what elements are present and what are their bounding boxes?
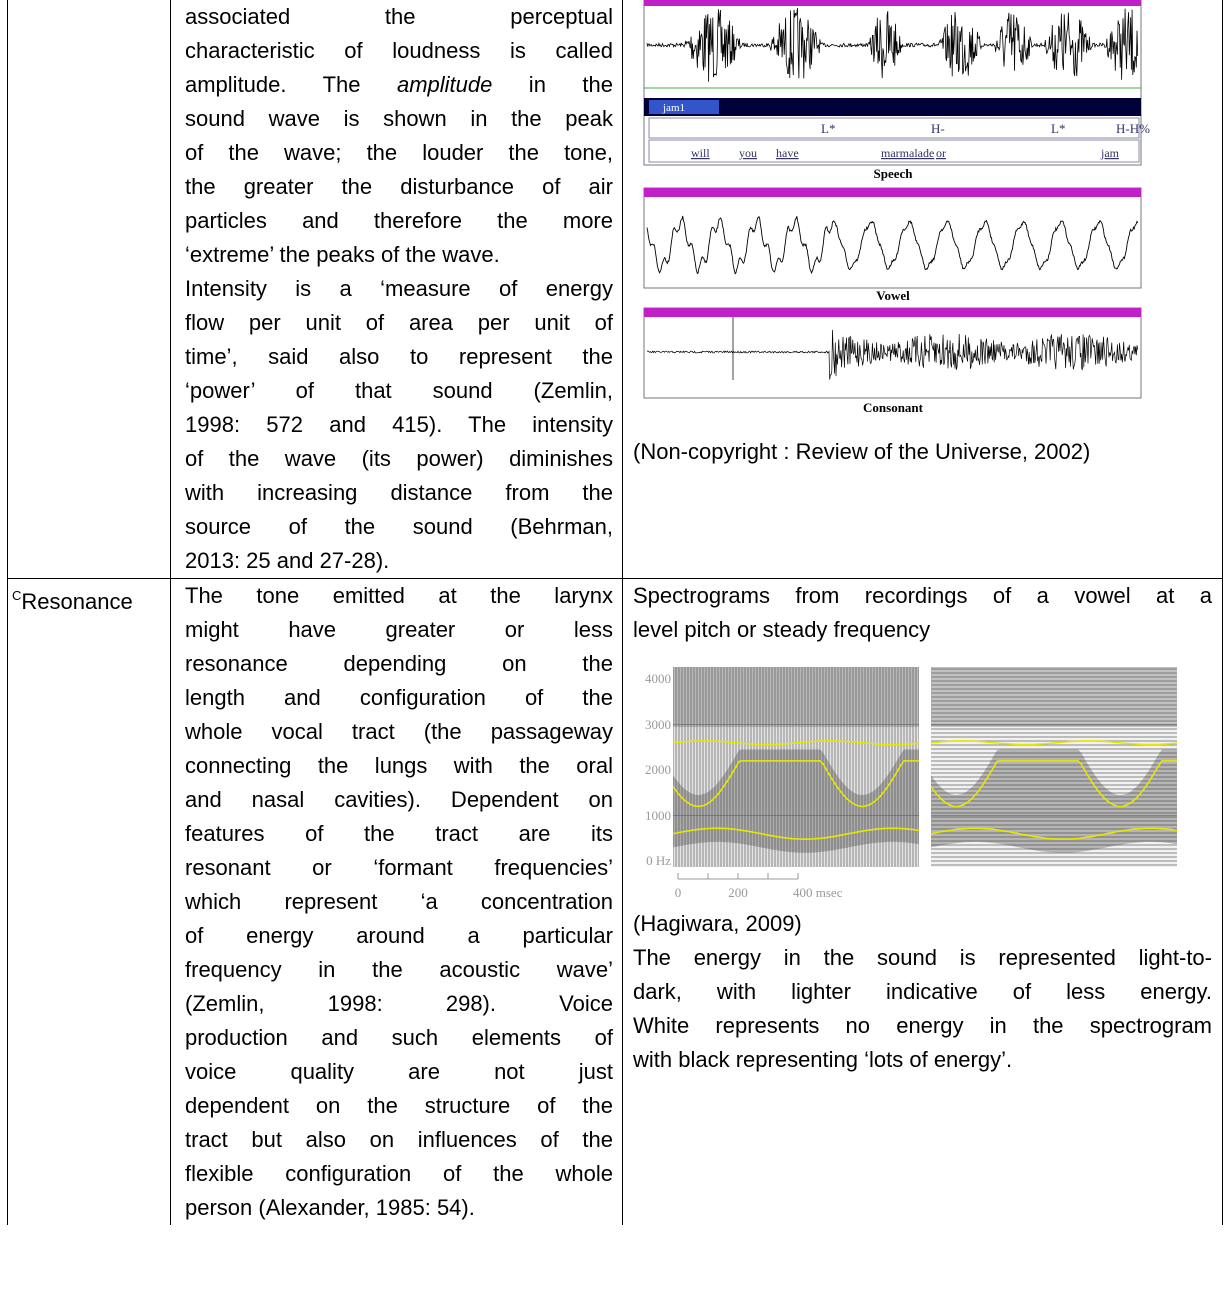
panel-title: Consonant [863,400,924,415]
text-line: Spectrograms from recordings of a vowel … [633,579,1212,613]
tone-label: L* [1051,121,1065,136]
text-line: dark, with lighter indicative of less en… [633,975,1212,1009]
text-line: voice quality are not just [185,1055,613,1089]
page: associated the perceptualcharacteristic … [0,0,1225,1295]
text-line: resonance depending on the [185,647,613,681]
text-line: features of the tract are its [185,817,613,851]
tier-name: jam1 [662,102,685,114]
text-line: 2013: 25 and 27-28). [185,544,613,578]
text-line: of the wave (its power) diminishes [185,442,613,476]
text-line: 1998: 572 and 415). The intensity [185,408,613,442]
term-superscript: C [12,588,21,603]
text-line: the greater the disturbance of air [185,170,613,204]
figure-source: (Hagiwara, 2009) [633,907,1212,941]
text-line: characteristic of loudness is called [185,34,613,68]
text-line: associated the perceptual [185,0,613,34]
text-line: whole vocal tract (the passageway [185,715,613,749]
y-label: 2000 [645,762,671,777]
x-label: 0 [675,885,682,900]
text-line: might have greater or less [185,613,613,647]
x-label: 200 [728,885,748,900]
emphasis: amplitude [397,72,492,97]
panel-bar [644,188,1141,197]
text-line: with increasing distance from the [185,476,613,510]
text-line: with black representing ‘lots of energy’… [633,1043,1212,1077]
illustration-cell: Spectrograms from recordings of a vowel … [623,578,1223,1225]
y-label: 1000 [645,808,671,823]
text-run: amplitude. The [185,72,397,97]
text-line: White represents no energy in the spectr… [633,1009,1212,1043]
x-label: 400 msec [793,885,843,900]
text-line: resonant or ‘formant frequencies’ [185,851,613,885]
panel [644,188,1141,288]
text-line: The tone emitted at the larynx [185,579,613,613]
text-line: flow per unit of area per unit of [185,306,613,340]
text-line: source of the sound (Behrman, [185,510,613,544]
text-line: of the wave; the louder the tone, [185,136,613,170]
word-label: have [776,146,799,160]
word-label: jam [1100,146,1120,160]
y-label: 4000 [645,671,671,686]
text-line: ‘power’ of that sound (Zemlin, [185,374,613,408]
text-line: flexible configuration of the whole [185,1157,613,1191]
panel-bar [644,308,1141,317]
tone-label: H- [931,121,945,136]
intro: Spectrograms from recordings of a vowel … [633,579,1212,647]
tone-label: H-H% [1116,121,1150,136]
text-line: particles and therefore the more [185,204,613,238]
shade [931,667,1177,727]
tone-row [649,118,1139,138]
text-line: The energy in the sound is represented l… [633,941,1212,975]
text-line: person (Alexander, 1985: 54). [185,1191,613,1225]
panel-title: Speech [874,166,914,181]
text-line: production and such elements of [185,1021,613,1055]
y-label: 3000 [645,717,671,732]
text-run: in the [492,72,613,97]
text-line: frequency in the acoustic wave’ [185,953,613,987]
text-line: and nasal cavities). Dependent on [185,783,613,817]
text-line: ‘extreme’ the peaks of the wave. [185,238,613,272]
word-label: or [936,146,946,160]
panel-bar [644,0,1141,6]
note: The energy in the sound is represented l… [633,941,1212,1077]
text-line: dependent on the structure of the [185,1089,613,1123]
text-line: level pitch or steady frequency [633,613,1212,647]
text-line: length and configuration of the [185,681,613,715]
word-label: will [691,146,710,160]
text-line: of energy around a particular [185,919,613,953]
term-cell: CResonance [8,578,171,1225]
text-line: which represent ‘a concentration [185,885,613,919]
text-line: (Zemlin, 1998: 298). Voice [185,987,613,1021]
text-line: amplitude. The amplitude in the [185,68,613,102]
spectrogram-figure: 4000 3000 2000 1000 0 Hz 0 200 400 msec [633,667,1213,907]
text-line: Intensity is a ‘measure of energy [185,272,613,306]
word-label: you [739,146,757,160]
tone-label: L* [821,121,835,136]
text-line: tract but also on influences of the [185,1123,613,1157]
y-label: 0 Hz [646,853,671,868]
shade [673,667,919,727]
term: Resonance [21,589,132,614]
figure-caption: (Non-copyright : Review of the Universe,… [633,435,1212,469]
panel-title: Vowel [876,288,910,303]
text-line: sound wave is shown in the peak [185,102,613,136]
word-label: marmalade [881,146,934,160]
text-line: connecting the lungs with the oral [185,749,613,783]
text-line: time’, said also to represent the [185,340,613,374]
term-cell [8,0,171,578]
